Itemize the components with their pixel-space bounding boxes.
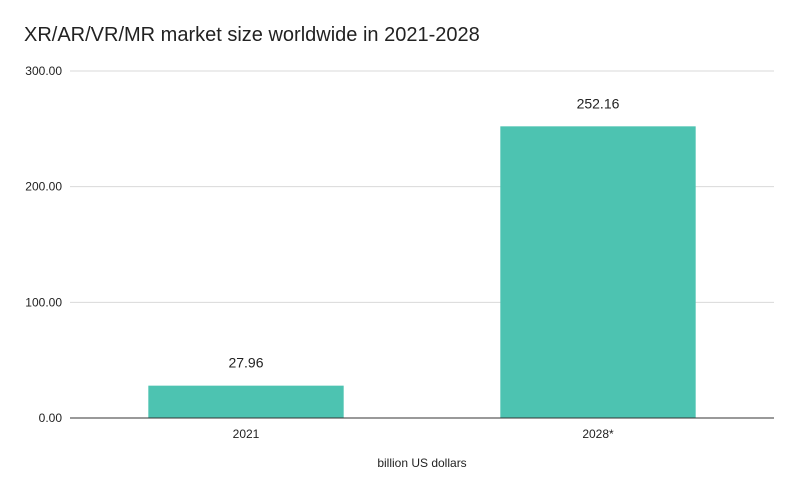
x-tick-label: 2021: [233, 427, 260, 441]
chart-title: XR/AR/VR/MR market size worldwide in 202…: [24, 24, 480, 46]
bar: [148, 385, 344, 418]
y-tick-label: 300.00: [25, 64, 62, 78]
x-tick-label: 2028*: [582, 427, 614, 441]
data-label: 27.96: [228, 355, 263, 371]
bar: [500, 126, 696, 418]
y-tick-label: 100.00: [25, 295, 62, 309]
y-tick-label: 0.00: [39, 411, 63, 425]
data-label: 252.16: [577, 95, 620, 111]
y-tick-label: 200.00: [25, 180, 62, 194]
x-axis-label: billion US dollars: [377, 456, 466, 470]
